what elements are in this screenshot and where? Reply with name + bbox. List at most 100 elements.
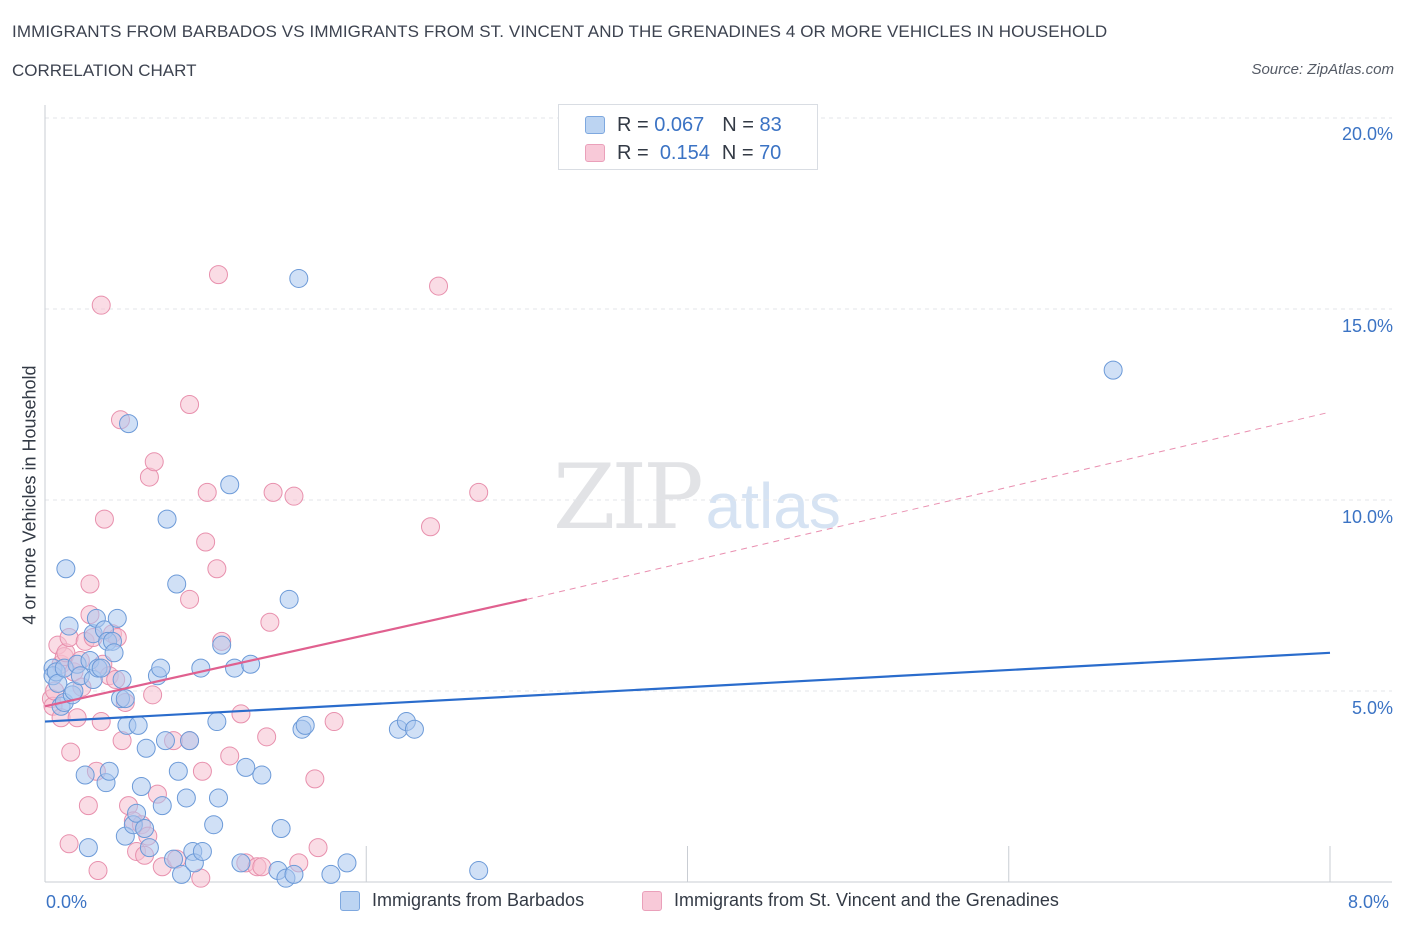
legend-row-barbados: R = 0.067 N = 83 — [585, 113, 782, 137]
n-label: N = — [721, 141, 754, 164]
barbados-point — [151, 658, 171, 678]
barbados-point — [231, 853, 251, 873]
stvincent-point — [260, 612, 280, 632]
source-credit: Source: ZipAtlas.com — [1251, 61, 1394, 78]
barbados-point — [337, 853, 357, 873]
barbados-n-value: 83 — [759, 113, 782, 136]
trend-lines — [44, 411, 1331, 723]
y-tick-label: 15.0% — [1341, 316, 1393, 336]
chart-title: IMMIGRANTS FROM BARBADOS VS IMMIGRANTS F… — [12, 22, 1108, 41]
barbados-point — [152, 796, 172, 816]
barbados-point — [99, 761, 119, 781]
zipatlas-watermark: ZIPatlas — [553, 445, 841, 550]
bottom-legend-barbados: Immigrants from Barbados — [340, 890, 584, 911]
barbados-point — [164, 849, 183, 869]
barbados-legend-label: Immigrants from Barbados — [372, 890, 585, 910]
barbados-point — [236, 757, 256, 777]
stvincent-n-value: 70 — [759, 141, 782, 164]
y-tick-label: 10.0% — [1341, 507, 1393, 527]
barbados-point — [295, 715, 315, 735]
barbados-point — [131, 777, 151, 796]
barbados-point — [284, 864, 304, 884]
legend-row-stvincent: R = 0.154 N = 70 — [585, 141, 781, 165]
stvincent-point — [257, 727, 277, 747]
barbados-point — [404, 719, 424, 739]
barbados-point — [56, 559, 76, 579]
stvincent-point — [429, 276, 449, 296]
barbados-point — [135, 819, 155, 839]
stvincent-point — [231, 704, 251, 724]
stvincent-point — [61, 742, 81, 762]
stvincent-point — [91, 712, 111, 732]
barbados-point — [252, 765, 272, 785]
barbados-point — [172, 864, 192, 884]
stvincent-point — [284, 486, 304, 506]
barbados-point — [469, 861, 489, 881]
barbados-r-value: 0.067 — [654, 113, 705, 136]
barbados-point — [191, 658, 211, 678]
grid-lines — [45, 117, 1392, 692]
barbados-point — [91, 658, 111, 678]
barbados-point — [207, 712, 227, 732]
n-label: N = — [722, 113, 754, 136]
barbados-point — [107, 608, 127, 628]
barbados-point — [104, 643, 124, 663]
barbados-points — [43, 268, 1123, 888]
stvincent-point — [67, 708, 87, 728]
axes — [44, 105, 1392, 883]
stvincent-swatch — [585, 144, 605, 162]
stvincent-point — [94, 509, 114, 529]
barbados-point — [119, 414, 139, 434]
barbados-point — [136, 738, 156, 758]
stvincent-point — [324, 712, 344, 732]
barbados-point — [212, 635, 232, 655]
r-label: R = — [617, 113, 649, 136]
stvincent-legend-label: Immigrants from St. Vincent and the Gren… — [674, 890, 1059, 910]
barbados-point — [180, 731, 200, 751]
barbados-point — [78, 838, 98, 858]
barbados-point — [204, 815, 224, 835]
barbados-legend-swatch — [340, 890, 360, 911]
stvincent-points — [41, 265, 489, 888]
stvincent-point — [91, 295, 111, 315]
barbados-point — [75, 765, 95, 785]
barbados-point — [208, 788, 228, 808]
stvincent-point — [197, 482, 217, 502]
barbados-point — [139, 838, 159, 858]
x-tick-label-max: 8.0% — [1348, 892, 1390, 912]
barbados-point — [155, 731, 175, 751]
y-axis-label: 4 or more Vehicles in Household — [19, 365, 40, 625]
y-tick-label: 5.0% — [1351, 698, 1393, 718]
stvincent-r-value: 0.154 — [659, 141, 710, 164]
watermark-zip: ZIP — [553, 445, 704, 550]
y-tick-label: 20.0% — [1341, 124, 1393, 144]
barbados-point — [59, 616, 79, 636]
barbados-point — [157, 509, 177, 529]
stvincent-point — [207, 559, 227, 579]
watermark-atlas: atlas — [705, 470, 841, 542]
stvincent-point — [78, 796, 98, 816]
barbados-point — [279, 589, 299, 609]
barbados-point — [127, 803, 147, 823]
stvincent-point — [305, 769, 325, 789]
stvincent-point — [80, 574, 100, 594]
stvincent-point — [421, 517, 440, 537]
stvincent-trend-extension — [526, 411, 1331, 600]
barbados-point — [115, 689, 135, 709]
barbados-point — [192, 841, 212, 861]
barbados-point — [321, 864, 341, 884]
barbados-swatch — [585, 116, 605, 134]
stvincent-point — [208, 265, 228, 285]
stats-legend: R = 0.067 N = 83 R = 0.154 N = 70 — [558, 104, 818, 170]
stvincent-point — [88, 861, 108, 881]
x-tick-label-min: 0.0% — [46, 892, 88, 912]
barbados-point — [167, 574, 187, 594]
stvincent-point — [144, 452, 164, 472]
barbados-point — [1103, 360, 1123, 380]
stvincent-point — [308, 838, 328, 858]
stvincent-point — [220, 746, 240, 766]
stvincent-point — [252, 857, 272, 877]
barbados-point — [241, 654, 261, 674]
barbados-point — [176, 788, 196, 808]
